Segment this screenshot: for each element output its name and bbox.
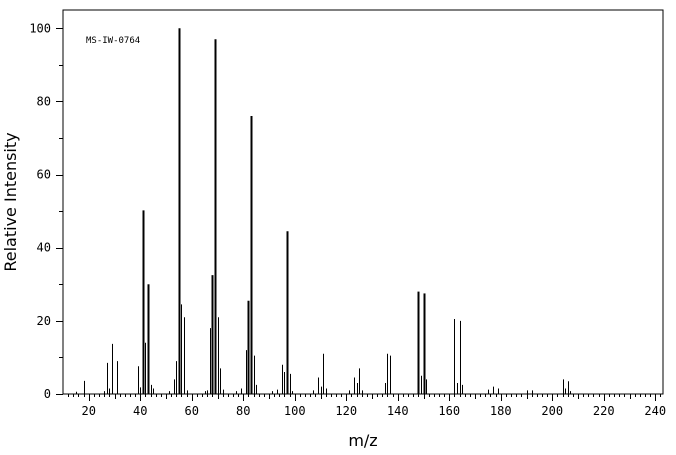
y-tick-label: 100	[29, 21, 51, 35]
x-tick-label: 200	[541, 404, 563, 418]
x-tick-label: 60	[185, 404, 199, 418]
x-axis-ticks: 20 40 60 80 100 120 140 160 180 200 220 240	[68, 394, 666, 418]
y-axis-label: Relative Intensity	[1, 132, 20, 271]
x-tick-label: 180	[490, 404, 512, 418]
y-tick-label: 80	[37, 94, 51, 108]
x-tick-label: 80	[236, 404, 250, 418]
peak-series	[76, 28, 571, 394]
y-tick-label: 60	[37, 168, 51, 182]
x-tick-label: 40	[133, 404, 147, 418]
y-tick-label: 0	[44, 387, 51, 401]
x-axis-label: m/z	[348, 431, 377, 450]
x-tick-label: 120	[335, 404, 357, 418]
y-tick-label: 20	[37, 314, 51, 328]
x-tick-label: 140	[387, 404, 409, 418]
plot-frame	[62, 9, 664, 395]
y-tick-label: 40	[37, 241, 51, 255]
x-tick-label: 220	[593, 404, 615, 418]
y-axis-ticks: 0 20 40 60 80 100	[29, 21, 63, 401]
x-tick-label: 100	[284, 404, 306, 418]
spectrum-id-annotation: MS-IW-0764	[86, 36, 140, 46]
x-tick-label: 20	[82, 404, 96, 418]
x-tick-label: 160	[438, 404, 460, 418]
x-tick-label: 240	[644, 404, 666, 418]
